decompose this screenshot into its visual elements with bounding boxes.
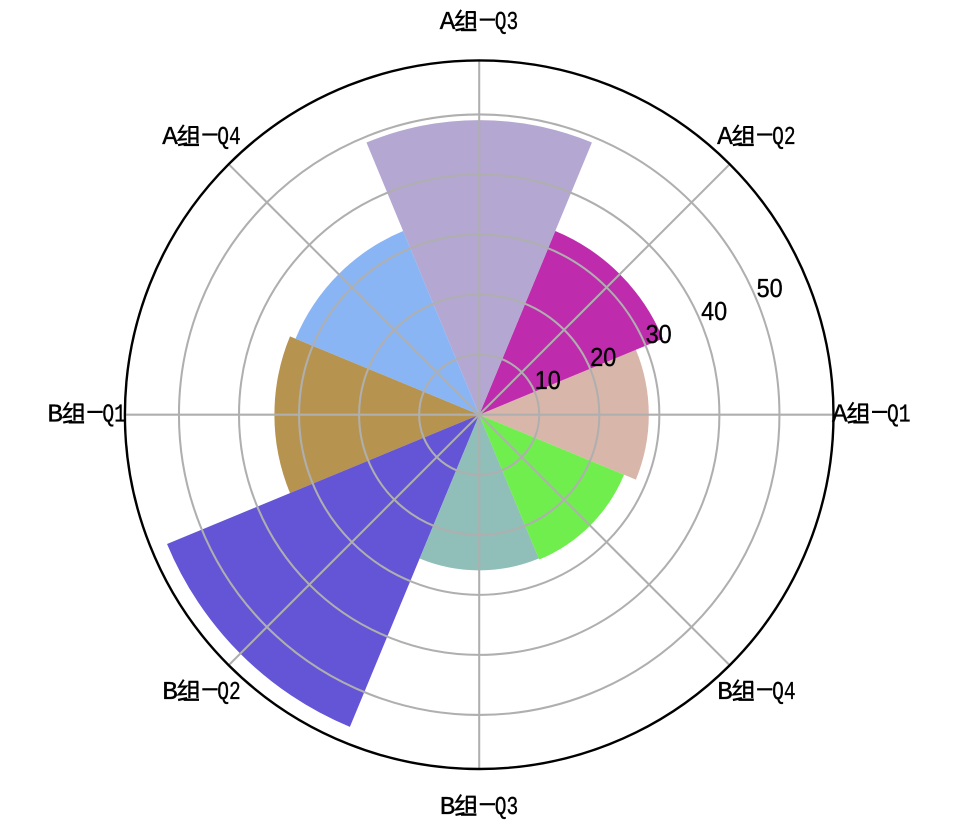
svg-text:B: B [440, 792, 456, 822]
svg-text:40: 40 [701, 296, 727, 326]
svg-text:Q1: Q1 [887, 400, 911, 430]
svg-text:A: A [440, 7, 456, 37]
svg-text:Q4: Q4 [217, 122, 241, 152]
svg-text:A: A [717, 122, 733, 152]
svg-text:Q2: Q2 [217, 677, 241, 707]
svg-text:Q4: Q4 [772, 677, 796, 707]
svg-text:Q2: Q2 [772, 122, 796, 152]
svg-text:A: A [832, 400, 848, 430]
svg-text:Q1: Q1 [102, 400, 126, 430]
svg-text:50: 50 [757, 273, 783, 303]
svg-text:10: 10 [535, 365, 561, 395]
svg-text:Q3: Q3 [495, 792, 519, 822]
svg-text:30: 30 [646, 319, 672, 349]
svg-text:A: A [162, 122, 178, 152]
svg-text:Q3: Q3 [495, 7, 519, 37]
svg-text:B: B [717, 677, 733, 707]
svg-text:B: B [162, 677, 178, 707]
svg-text:B: B [47, 400, 63, 430]
svg-text:20: 20 [590, 342, 616, 372]
